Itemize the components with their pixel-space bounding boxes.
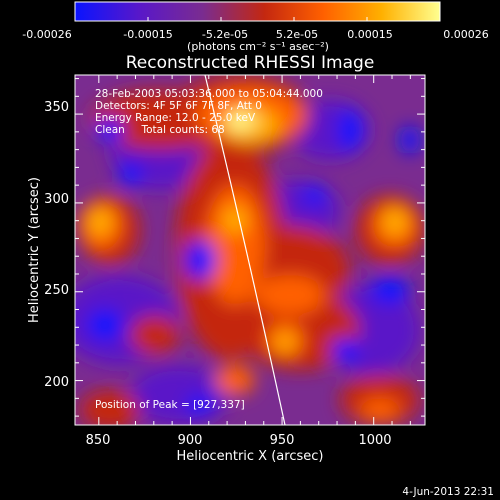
info-clean-counts: Clean Total counts: 68 <box>95 124 225 136</box>
image-frame <box>74 74 426 426</box>
info-energy-range: Energy Range: 12.0 - 25.0 keV <box>95 112 256 124</box>
peak-position-label: Position of Peak = [927,337] <box>95 399 245 411</box>
info-time-range: 28-Feb-2003 05:03:36.000 to 05:04:44.000 <box>95 88 323 100</box>
x-tick-label: 850 <box>86 433 111 448</box>
solar-limb-curve <box>204 75 286 425</box>
x-tick-label: 1000 <box>358 433 391 448</box>
y-tick-label: 250 <box>44 283 69 298</box>
info-detectors: Detectors: 4F 5F 6F 7F 8F, Att 0 <box>95 100 262 112</box>
colorbar-tick-label: 0.00015 <box>347 28 393 41</box>
y-tick-label: 200 <box>44 375 69 390</box>
x-axis-label: Heliocentric X (arcsec) <box>177 449 324 464</box>
colorbar-ticks <box>74 17 441 21</box>
y-tick-label: 350 <box>44 100 69 115</box>
x-tick-label: 950 <box>270 433 295 448</box>
colorbar-tick-label: -0.00026 <box>22 28 71 41</box>
colorbar <box>74 1 441 22</box>
plot-title: Reconstructed RHESSI Image <box>126 53 375 73</box>
x-tick-label: 900 <box>178 433 203 448</box>
colorbar-units: (photons cm⁻² s⁻¹ asec⁻²) <box>187 40 329 53</box>
colorbar-tick-label: 0.00026 <box>443 28 489 41</box>
axis-ticks <box>75 75 425 425</box>
colorbar-tick-label: 5.2e-05 <box>276 28 318 41</box>
image-area <box>75 75 425 425</box>
footer-date: 4-Jun-2013 22:31 <box>402 486 494 498</box>
colorbar-tick-label: -5.2e-05 <box>202 28 248 41</box>
y-axis-label: Heliocentric Y (arcsec) <box>27 177 42 323</box>
y-tick-label: 300 <box>44 192 69 207</box>
colorbar-tick-label: -0.00015 <box>123 28 172 41</box>
